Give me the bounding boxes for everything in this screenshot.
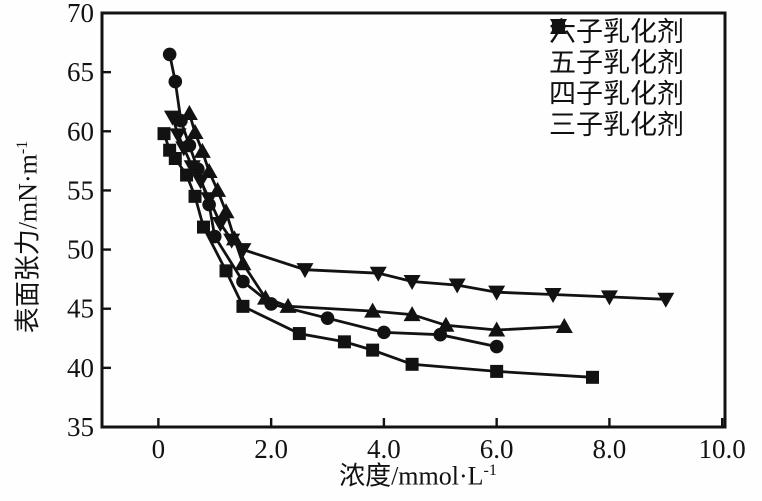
legend-row-2: 四子乳化剂 xyxy=(549,18,684,110)
marker-square xyxy=(157,127,171,141)
series-line-3 xyxy=(171,116,666,301)
marker-triangle-up xyxy=(234,255,252,271)
x-axis-label-superscript: -1 xyxy=(483,461,497,479)
y-tick-label: 35 xyxy=(67,412,94,442)
marker-circle xyxy=(377,325,391,340)
marker-square xyxy=(586,370,600,384)
y-tick-label: 45 xyxy=(67,294,94,324)
marker-triangle-down xyxy=(488,285,506,301)
marker-circle xyxy=(236,274,250,289)
y-tick-label: 55 xyxy=(67,175,94,205)
marker-triangle-down xyxy=(223,233,241,249)
y-axis-label: 表面张力/mN·m-1 xyxy=(8,141,45,334)
y-tick-label: 65 xyxy=(67,57,94,87)
marker-triangle-up xyxy=(180,105,198,121)
plot-frame xyxy=(100,11,727,429)
marker-triangle-down xyxy=(192,174,210,190)
legend: 六子乳化剂 五子乳化剂 四子乳化剂 三子乳化剂 xyxy=(549,17,684,141)
legend-row-3: 三子乳化剂 xyxy=(549,19,684,141)
marker-triangle-down xyxy=(403,275,421,291)
marker-square xyxy=(366,343,380,357)
x-tick-label: 10.0 xyxy=(699,434,746,464)
marker-triangle-up xyxy=(403,306,421,322)
y-tick-label: 60 xyxy=(67,116,94,146)
marker-triangle-down xyxy=(448,278,466,294)
x-tick-label: 2.0 xyxy=(254,434,288,464)
y-tick-label: 40 xyxy=(67,353,94,383)
marker-triangle-down xyxy=(211,217,229,233)
marker-circle xyxy=(320,311,335,325)
y-tick-label: 70 xyxy=(67,0,94,28)
x-tick-label: 0 xyxy=(152,434,166,464)
marker-square xyxy=(236,299,250,313)
triangle-down-icon xyxy=(550,19,567,35)
marker-triangle-up xyxy=(488,321,506,337)
marker-triangle-down xyxy=(163,110,181,126)
legend-row-0: 六子乳化剂 xyxy=(549,17,684,48)
marker-triangle-up xyxy=(257,289,275,305)
y-axis-label-text: 表面张力/mN·m xyxy=(13,154,43,334)
marker-square xyxy=(188,189,202,203)
marker-triangle-down xyxy=(657,292,675,308)
legend-label-2: 四子乳化剂 xyxy=(549,79,684,109)
marker-triangle-down xyxy=(169,128,187,144)
legend-label-1: 五子乳化剂 xyxy=(549,48,684,78)
marker-triangle-down xyxy=(369,266,387,282)
marker-triangle-down xyxy=(544,288,562,304)
marker-triangle-up xyxy=(200,163,218,179)
legend-label-3: 三子乳化剂 xyxy=(549,110,684,140)
marker-triangle-down xyxy=(234,243,252,259)
marker-triangle-up xyxy=(364,302,382,318)
x-tick-label: 6.0 xyxy=(480,434,514,464)
marker-triangle-up xyxy=(279,297,297,313)
marker-triangle-down xyxy=(600,290,618,306)
y-axis-label-superscript: -1 xyxy=(13,140,31,155)
marker-square xyxy=(219,264,233,278)
marker-square xyxy=(196,220,210,234)
x-axis-label-text: 浓度/mmol·L xyxy=(339,461,484,491)
marker-triangle-down xyxy=(183,160,201,176)
marker-square xyxy=(405,357,419,371)
series-line-1 xyxy=(168,54,497,348)
marker-circle xyxy=(207,229,222,244)
marker-triangle-up xyxy=(555,317,573,333)
marker-triangle-down xyxy=(175,141,193,157)
legend-row-1: 五子乳化剂 xyxy=(549,19,684,79)
marker-triangle-down xyxy=(200,192,218,208)
marker-triangle-up xyxy=(193,142,211,158)
legend-label-0: 六子乳化剂 xyxy=(549,17,684,47)
x-axis-label: 浓度/mmol·L-1 xyxy=(339,456,497,493)
y-tick-label: 50 xyxy=(67,235,94,265)
marker-triangle-up xyxy=(186,123,204,139)
marker-circle xyxy=(489,339,504,354)
marker-square xyxy=(168,151,182,165)
marker-triangle-up xyxy=(437,316,455,332)
marker-square xyxy=(337,335,351,349)
marker-triangle-down xyxy=(296,263,314,279)
x-tick-label: 8.0 xyxy=(593,434,627,464)
marker-square xyxy=(490,364,504,378)
series-line-2 xyxy=(188,113,565,332)
marker-triangle-up xyxy=(217,203,235,219)
x-tick-label: 4.0 xyxy=(367,434,401,464)
marker-circle xyxy=(168,74,183,89)
marker-square xyxy=(180,168,194,182)
triangle-down-glyph xyxy=(550,19,567,35)
marker-circle xyxy=(162,47,177,62)
marker-square xyxy=(292,327,306,341)
